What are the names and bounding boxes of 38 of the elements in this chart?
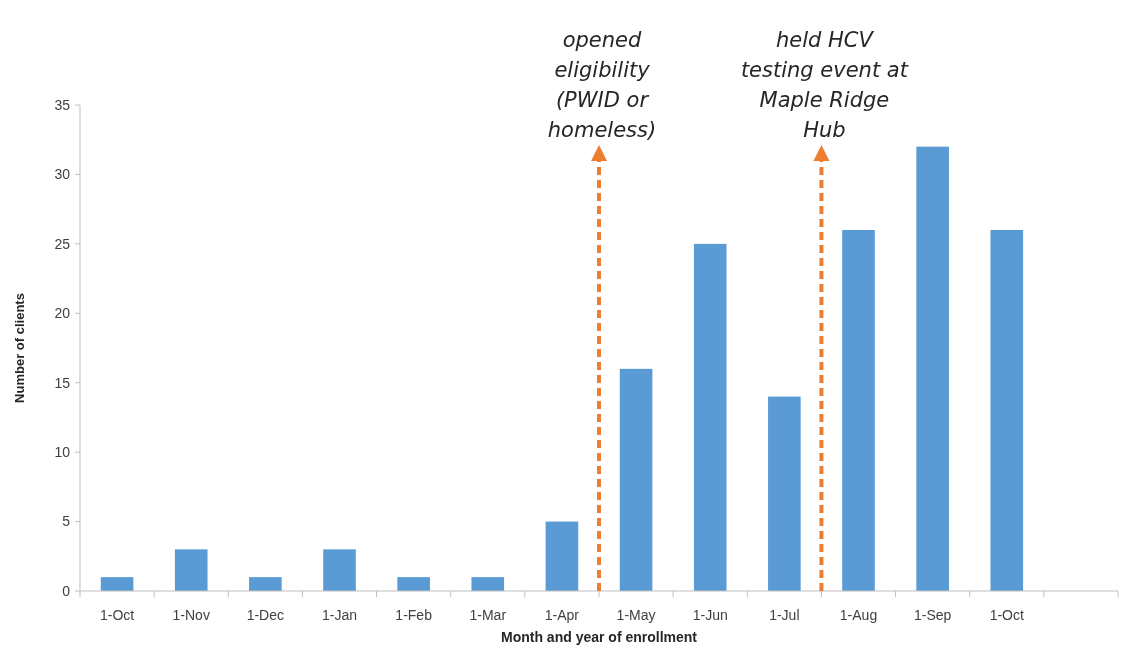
y-tick-label: 15	[54, 374, 71, 391]
bar	[990, 229, 1024, 591]
x-tick-label: 1-Nov	[172, 607, 210, 623]
x-tick-label: 1-Feb	[395, 607, 433, 623]
x-tick-label: 1-Jul	[769, 607, 800, 623]
x-tick-label: 1-Oct	[989, 607, 1025, 623]
bar	[768, 396, 801, 591]
annotation: opened eligibility (PWID or homeless)	[547, 28, 657, 142]
bar	[471, 577, 505, 591]
bar	[323, 549, 356, 591]
bar	[842, 229, 875, 591]
x-axis-title: Month and year of enrollment	[500, 629, 698, 645]
x-tick-label: 1-Jun	[692, 607, 728, 623]
x-tick-label: 1-May	[616, 607, 656, 623]
bar	[174, 549, 208, 591]
x-tick-label: 1-Apr	[544, 607, 580, 623]
y-tick-label: 0	[62, 582, 71, 599]
y-axis-title: Number of clients	[12, 293, 27, 403]
y-tick-label: 25	[54, 235, 71, 252]
x-tick-label: 1-Mar	[469, 607, 507, 623]
y-tick-label: 5	[62, 513, 71, 530]
bar	[545, 521, 579, 591]
x-tick-label: 1-Jan	[321, 607, 358, 623]
y-tick-label: 35	[54, 96, 71, 113]
x-tick-label: 1-Dec	[246, 607, 285, 623]
y-tick-label: 20	[54, 305, 71, 322]
x-tick-label: 1-Oct	[99, 607, 135, 623]
bar	[916, 146, 949, 591]
bar	[693, 243, 727, 591]
bar	[100, 577, 134, 591]
bar	[619, 368, 653, 591]
annotation: held HCV testing event at Maple Ridge Hub	[740, 28, 909, 142]
bar	[397, 577, 430, 591]
bar	[249, 577, 282, 591]
y-tick-label: 30	[54, 166, 71, 183]
x-tick-label: 1-Aug	[839, 607, 878, 623]
y-tick-label: 10	[54, 444, 71, 461]
x-tick-label: 1-Sep	[913, 607, 952, 623]
